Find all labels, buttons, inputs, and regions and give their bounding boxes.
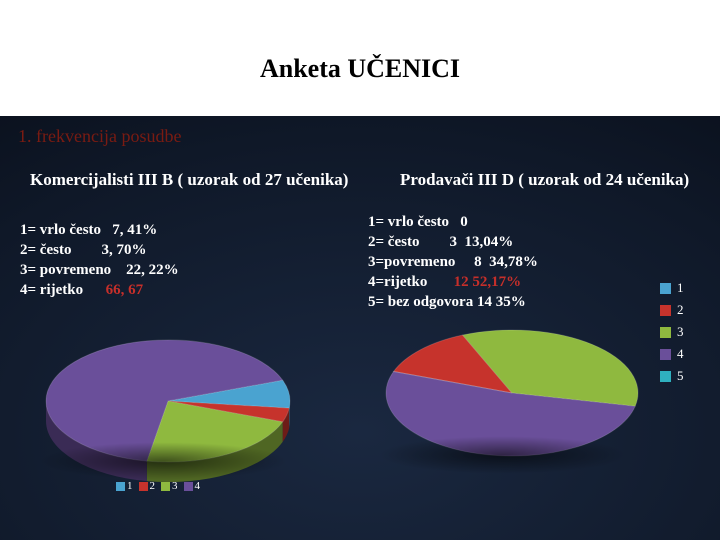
pie-shadow [38,442,288,480]
right-pie-wrap [380,310,650,486]
table-row: 3=povremeno 8 34,78% [368,252,538,272]
right-legend: 1 2 3 4 5 [660,280,684,390]
table-row: 4=rijetko 12 52,17% [368,272,538,292]
table-row: 2= često 3, 70% [20,240,179,260]
section-subtitle: 1. frekvencija posudbe [18,126,181,147]
right-data-table: 1= vrlo često 0 2= često 3 13,04%3=povre… [368,212,538,312]
legend-swatch [161,482,170,491]
legend-label: 1 [677,280,684,296]
table-row: 4= rijetko 66, 67 [20,280,179,300]
legend-swatch [139,482,148,491]
left-pie-wrap [40,320,300,490]
legend-swatch [660,349,671,360]
legend-swatch [660,305,671,316]
legend-label: 4 [677,346,684,362]
left-mini-legend: 1 2 3 4 [110,480,200,492]
legend-swatch [660,371,671,382]
legend-label: 2 [677,302,684,318]
table-row: 3= povremeno 22, 22% [20,260,179,280]
legend-label: 1 [127,480,133,492]
table-row: 2= često 3 13,04% [368,232,538,252]
table-row: 1= vrlo često 7, 41% [20,220,179,240]
right-column-heading: Prodavači III D ( uzorak od 24 učenika) [400,170,689,190]
table-row: 1= vrlo često 0 [368,212,538,232]
legend-row: 5 [660,368,684,384]
left-data-table: 1= vrlo često 7, 41%2= često 3, 70%3= po… [20,220,179,300]
legend-swatch [116,482,125,491]
legend-label: 3 [677,324,684,340]
table-row: 5= bez odgovora 14 35% [368,292,538,312]
legend-label: 2 [150,480,156,492]
legend-label: 5 [677,368,684,384]
legend-label: 3 [172,480,178,492]
legend-swatch [184,482,193,491]
page-title: Anketa UČENICI [0,54,720,84]
left-column-heading: Komercijalisti III B ( uzorak od 27 učen… [30,170,348,190]
legend-label: 4 [195,480,201,492]
pie-shadow [378,436,628,474]
legend-swatch [660,327,671,338]
legend-swatch [660,283,671,294]
legend-row: 2 [660,302,684,318]
legend-row: 3 [660,324,684,340]
slide-root: Anketa UČENICI 1. frekvencija posudbe Ko… [0,0,720,540]
legend-row: 1 [660,280,684,296]
legend-row: 4 [660,346,684,362]
